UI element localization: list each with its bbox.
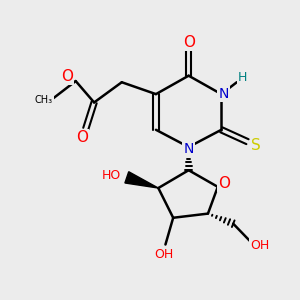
Text: O: O bbox=[183, 35, 195, 50]
Text: S: S bbox=[251, 138, 261, 153]
Text: O: O bbox=[76, 130, 88, 145]
Text: O: O bbox=[61, 69, 73, 84]
Text: H: H bbox=[238, 71, 247, 84]
Text: CH₃: CH₃ bbox=[34, 95, 53, 105]
Text: OH: OH bbox=[250, 238, 269, 252]
Text: OH: OH bbox=[154, 248, 174, 260]
Text: N: N bbox=[218, 87, 229, 101]
Text: HO: HO bbox=[102, 169, 121, 182]
Polygon shape bbox=[125, 172, 158, 188]
Text: O: O bbox=[218, 176, 230, 191]
Text: N: N bbox=[184, 142, 194, 155]
